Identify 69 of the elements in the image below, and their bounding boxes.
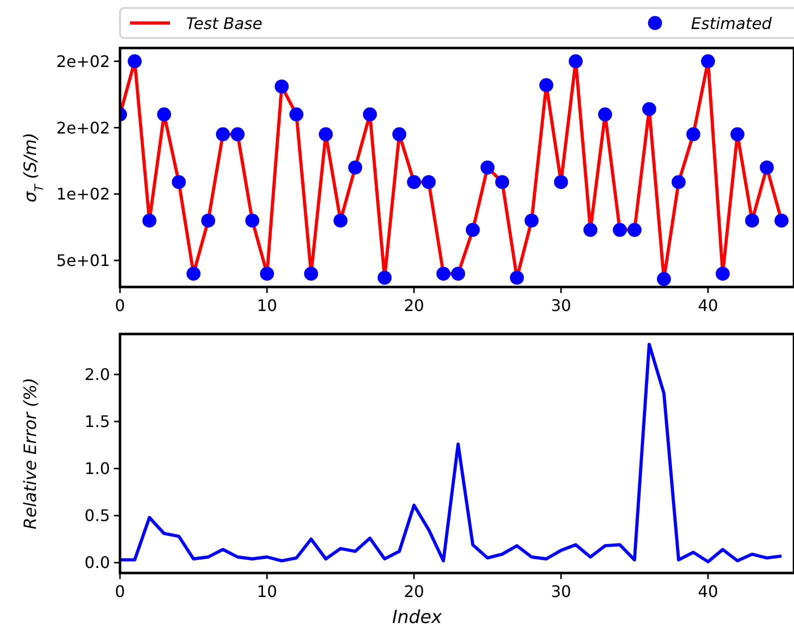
- x-tick-label: 20: [404, 582, 424, 601]
- y-tick-label: 1.5: [84, 412, 110, 432]
- point: [260, 266, 274, 281]
- point: [524, 214, 539, 228]
- point: [318, 127, 333, 142]
- point: [701, 54, 716, 68]
- y-tick-label: 2.0: [84, 365, 110, 384]
- x-tick-label: 30: [550, 582, 572, 601]
- point: [289, 107, 304, 122]
- y-tick-label: 5e+01: [56, 251, 110, 270]
- y-tick-label: 1e+02: [56, 184, 110, 204]
- point: [568, 54, 583, 68]
- point: [422, 175, 436, 190]
- point: [539, 78, 554, 92]
- point: [245, 214, 260, 228]
- y-tick-label: 2e+02: [56, 118, 110, 138]
- x-axis-title: Index: [392, 607, 442, 628]
- point: [760, 160, 774, 174]
- point: [745, 214, 760, 228]
- x-tick-label: 0: [114, 582, 126, 601]
- point: [612, 222, 627, 237]
- point: [334, 214, 348, 228]
- point: [216, 127, 230, 142]
- x-tick-label: 40: [698, 296, 718, 315]
- legend-label: Test Base: [186, 14, 262, 33]
- point: [686, 127, 700, 142]
- line-series: [120, 342, 784, 564]
- point: [274, 80, 289, 94]
- x-tick-label: 30: [550, 296, 572, 315]
- point: [672, 175, 686, 190]
- point: [642, 102, 656, 116]
- point: [142, 214, 156, 228]
- point: [656, 272, 671, 286]
- point: [157, 107, 172, 122]
- x-tick-label: 10: [256, 582, 278, 601]
- y-axis-title: Relative Error (%): [21, 378, 41, 530]
- point: [510, 270, 524, 285]
- point: [392, 127, 406, 142]
- x-tick-label: 0: [114, 296, 126, 315]
- point: [598, 107, 612, 122]
- point: [774, 214, 789, 228]
- x-tick-label: 20: [404, 296, 424, 315]
- point: [362, 107, 377, 122]
- y-tick-label: 0.0: [84, 553, 110, 572]
- point: [716, 266, 730, 281]
- point: [628, 222, 642, 237]
- x-tick-label: 40: [698, 582, 718, 601]
- point: [436, 266, 450, 281]
- point: [172, 175, 186, 190]
- point: [451, 266, 466, 281]
- point: [348, 160, 362, 174]
- legend-label: Estimated: [691, 14, 773, 33]
- point: [230, 127, 245, 142]
- point: [407, 175, 421, 190]
- x-tick-label: 10: [256, 296, 278, 315]
- point: [186, 266, 200, 281]
- point: [128, 54, 142, 68]
- point: [201, 214, 216, 228]
- point: [730, 127, 744, 142]
- point: [554, 175, 568, 190]
- point: [378, 270, 392, 285]
- point: [304, 266, 318, 281]
- point: [495, 175, 510, 190]
- y-tick-label: 2e+02: [56, 52, 110, 71]
- point: [480, 160, 495, 174]
- y-tick-label: 0.5: [84, 506, 110, 526]
- point: [583, 222, 598, 237]
- point: [466, 222, 480, 237]
- y-tick-label: 1.0: [84, 459, 110, 478]
